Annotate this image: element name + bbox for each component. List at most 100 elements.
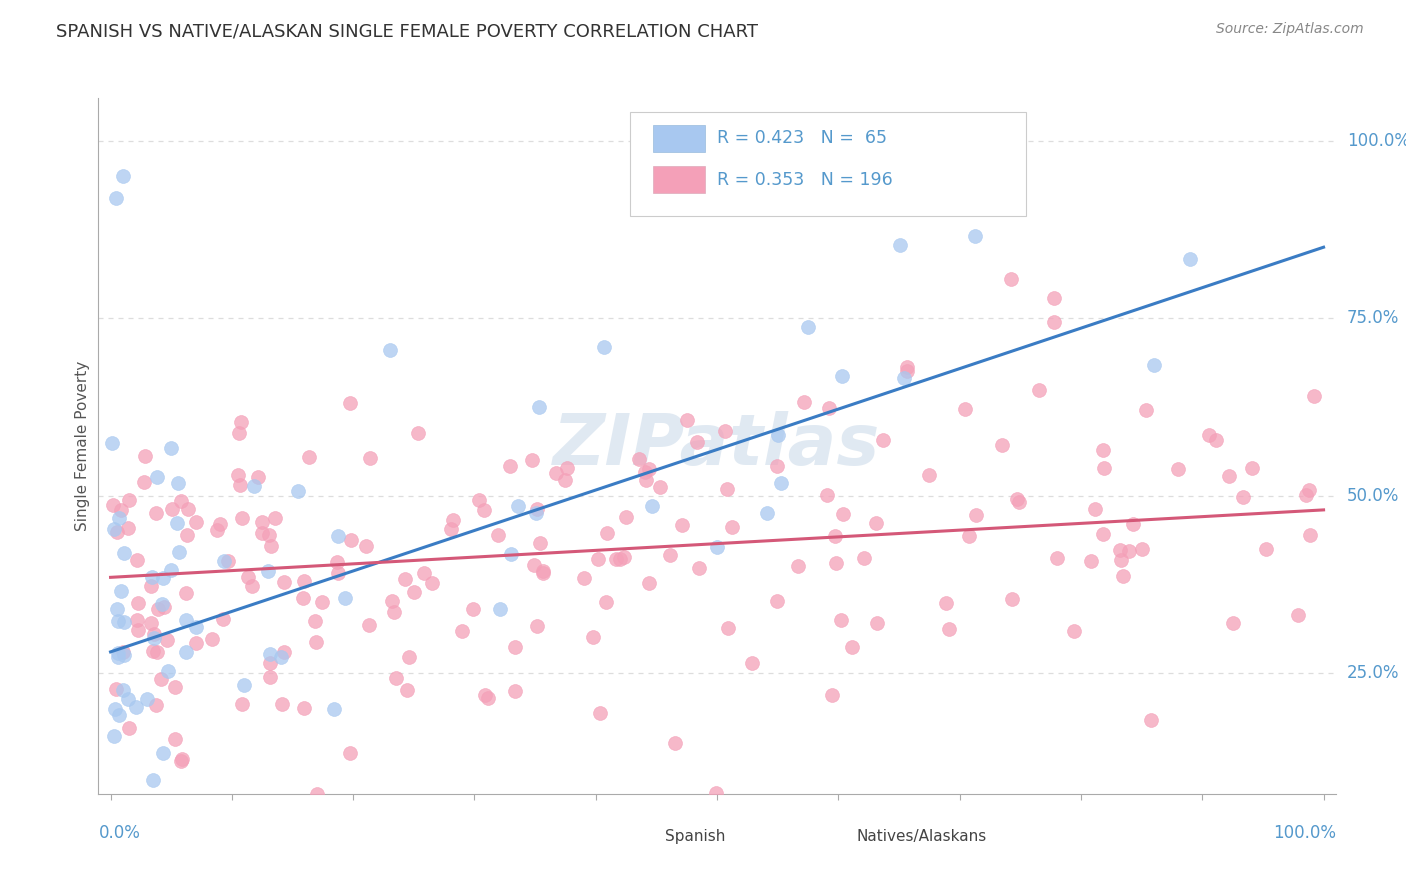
- Point: [339, 396, 361, 410]
- Point: [420, 576, 443, 591]
- Point: [825, 556, 848, 570]
- Point: [1135, 403, 1157, 417]
- Point: [103, 729, 125, 743]
- Point: [588, 551, 610, 566]
- Point: [614, 510, 637, 524]
- Point: [184, 620, 207, 634]
- Point: [531, 566, 554, 580]
- Point: [468, 493, 491, 508]
- Point: [935, 595, 957, 609]
- Point: [229, 478, 252, 492]
- Point: [357, 618, 380, 632]
- Point: [127, 596, 149, 610]
- Point: [896, 360, 918, 375]
- Point: [441, 513, 464, 527]
- Point: [145, 698, 167, 712]
- Point: [1222, 616, 1244, 631]
- Point: [385, 671, 408, 685]
- Point: [322, 702, 344, 716]
- Point: [658, 548, 681, 562]
- Text: SPANISH VS NATIVE/ALASKAN SINGLE FEMALE POVERTY CORRELATION CHART: SPANISH VS NATIVE/ALASKAN SINGLE FEMALE …: [56, 22, 758, 40]
- FancyBboxPatch shape: [630, 112, 1026, 217]
- Point: [714, 424, 737, 438]
- Text: Natives/Alaskans: Natives/Alaskans: [856, 829, 987, 844]
- Point: [440, 522, 463, 536]
- Point: [1218, 468, 1240, 483]
- Point: [340, 533, 363, 548]
- Point: [378, 343, 401, 357]
- Point: [111, 645, 134, 659]
- Point: [186, 515, 208, 529]
- Point: [1178, 252, 1201, 267]
- Point: [110, 502, 132, 516]
- Point: [477, 691, 499, 706]
- Point: [166, 516, 188, 530]
- Point: [145, 506, 167, 520]
- Point: [257, 564, 280, 578]
- Point: [132, 475, 155, 489]
- Point: [817, 401, 839, 416]
- Point: [146, 469, 169, 483]
- Point: [1167, 462, 1189, 476]
- Point: [526, 502, 548, 516]
- Point: [167, 475, 190, 490]
- Point: [107, 614, 129, 628]
- Point: [150, 598, 173, 612]
- Point: [107, 647, 129, 661]
- Point: [1028, 383, 1050, 397]
- Point: [641, 500, 664, 514]
- Point: [201, 632, 224, 646]
- Text: 100.0%: 100.0%: [1347, 132, 1406, 150]
- Point: [398, 649, 420, 664]
- Point: [170, 754, 193, 768]
- Point: [648, 480, 671, 494]
- Point: [1008, 494, 1031, 508]
- Point: [146, 602, 169, 616]
- Point: [716, 482, 738, 496]
- Point: [111, 683, 134, 698]
- Point: [634, 473, 657, 487]
- Point: [889, 238, 911, 252]
- Point: [112, 648, 135, 662]
- Point: [211, 611, 233, 625]
- Point: [105, 602, 128, 616]
- Point: [1232, 491, 1254, 505]
- Text: R = 0.423   N =  65: R = 0.423 N = 65: [717, 129, 887, 147]
- Point: [333, 591, 356, 605]
- Point: [396, 683, 419, 698]
- Point: [716, 621, 738, 635]
- Point: [381, 594, 404, 608]
- Point: [163, 731, 186, 746]
- Point: [339, 746, 361, 760]
- Point: [523, 558, 546, 573]
- Point: [152, 571, 174, 585]
- Point: [1254, 542, 1277, 557]
- Point: [107, 650, 129, 665]
- Point: [228, 426, 250, 441]
- Point: [596, 526, 619, 541]
- Point: [270, 697, 292, 711]
- Point: [544, 466, 567, 480]
- Text: 25.0%: 25.0%: [1347, 665, 1399, 682]
- Point: [841, 640, 863, 655]
- Point: [797, 320, 820, 334]
- Point: [526, 618, 548, 632]
- Point: [770, 476, 793, 491]
- Point: [472, 503, 495, 517]
- Point: [853, 551, 876, 566]
- Point: [152, 746, 174, 760]
- Point: [287, 483, 309, 498]
- Point: [326, 566, 349, 581]
- Point: [1042, 291, 1064, 305]
- Point: [554, 473, 576, 487]
- Point: [1000, 272, 1022, 286]
- Point: [688, 561, 710, 575]
- Point: [595, 595, 617, 609]
- Point: [1286, 607, 1309, 622]
- Point: [307, 787, 329, 801]
- Point: [766, 593, 789, 607]
- Point: [592, 340, 614, 354]
- Point: [142, 644, 165, 658]
- Point: [177, 501, 200, 516]
- Text: 100.0%: 100.0%: [1272, 824, 1336, 842]
